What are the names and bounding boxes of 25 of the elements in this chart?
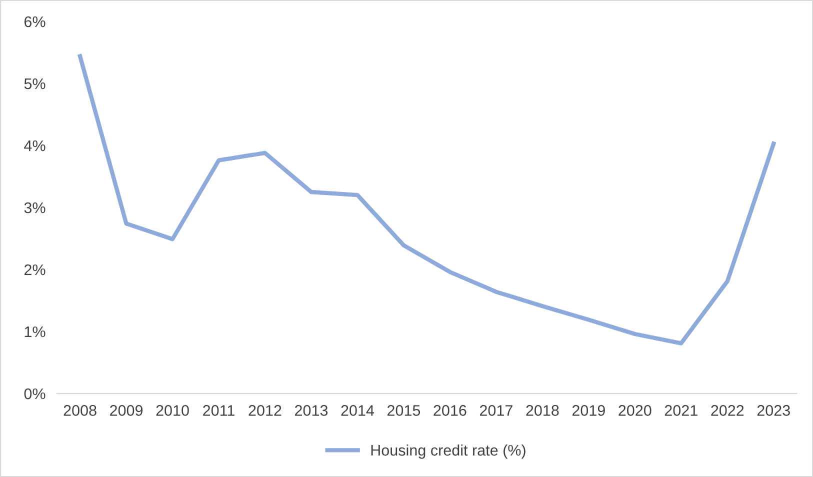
x-tick-label: 2017 [480,405,512,416]
x-tick-label: 2013 [295,405,328,416]
x-tick-label: 2019 [572,405,605,416]
line-series [78,54,776,346]
x-tick-label: 2015 [387,405,420,416]
x-tick-label: 2016 [434,405,466,416]
x-tick-label: 2020 [618,405,652,416]
y-tick-label: 4% [24,140,46,152]
x-tick-label: 2021 [664,405,698,416]
legend-label: Housing credit rate (%) [371,444,526,459]
x-tick-label: 2014 [341,405,374,416]
x-tick-label: 2022 [711,405,744,416]
y-tick-label: 3% [24,202,46,214]
y-tick-label: 6% [24,16,46,28]
x-tick-label: 2018 [526,405,559,416]
y-tick-label: 2% [24,264,46,276]
x-tick-label: 2012 [248,405,282,416]
y-tick-label: 0% [24,388,46,400]
x-tick-label: 2010 [156,405,189,416]
x-tick-label: 2009 [110,405,143,416]
y-tick-label: 5% [24,78,46,90]
x-tick-label: 2023 [757,405,790,416]
x-tick-label: 2008 [64,405,96,416]
x-tick-label: 2011 [203,405,234,416]
y-tick-label: 1% [24,326,46,338]
